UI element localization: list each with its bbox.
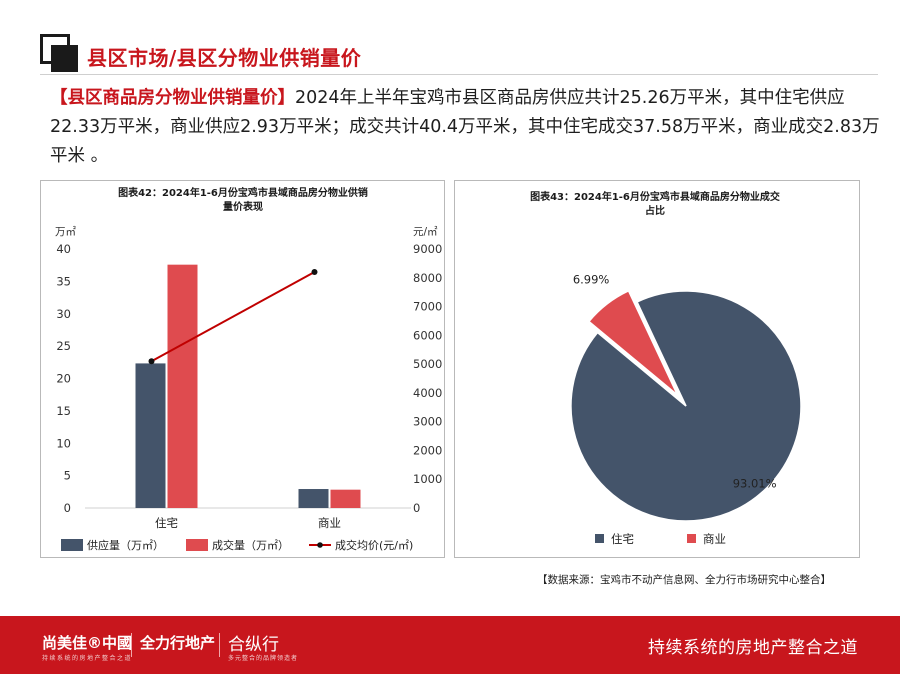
chart42-y2tick-label: 8000 bbox=[413, 271, 442, 285]
chart43-legend-label: 住宅 bbox=[611, 532, 634, 546]
footer-brand-hezongxing-sub: 多元整合的品牌领造者 bbox=[228, 655, 299, 662]
chart42-ytick-label: 15 bbox=[56, 404, 71, 418]
chart42-y2tick-label: 5000 bbox=[413, 357, 442, 371]
footer-bar: 尚美佳®中國 持续系统的房地产整合之道 全力行地产 合纵行 多元整合的品牌领造者… bbox=[0, 616, 900, 674]
chart43-data-label: 93.01% bbox=[733, 476, 777, 490]
summary-paragraph: 【县区商品房分物业供销量价】2024年上半年宝鸡市县区商品房供应共计25.26万… bbox=[50, 84, 880, 171]
chart42-legend-label: 供应量（万㎡） bbox=[87, 538, 164, 552]
chart42-bar-deal bbox=[330, 489, 361, 508]
chart42-legend-line-marker bbox=[317, 542, 323, 548]
title-square-fill-icon bbox=[51, 45, 78, 72]
footer-brand-hezongxing: 合纵行 bbox=[228, 635, 279, 655]
chart42-ytick-label: 35 bbox=[56, 274, 71, 288]
chart42-ytick-label: 5 bbox=[64, 469, 71, 483]
chart42-price-line bbox=[151, 271, 315, 363]
chart43-legend-swatch bbox=[595, 534, 604, 543]
title-divider bbox=[40, 74, 878, 75]
footer-brand-shangmeijia: 尚美佳®中國 bbox=[42, 634, 133, 652]
chart42-price-point bbox=[311, 269, 318, 276]
chart42-ytick-label: 25 bbox=[56, 339, 71, 353]
chart42-title-line1: 图表42：2024年1-6月份宝鸡市县域商品房分物业供销 bbox=[118, 186, 368, 199]
chart42-ytick-label: 30 bbox=[56, 307, 71, 321]
data-source-note: 【数据来源：宝鸡市不动产信息网、全力行市场研究中心整合】 bbox=[537, 574, 831, 586]
chart42-category-label: 住宅 bbox=[155, 516, 178, 530]
chart42-panel: 图表42：2024年1-6月份宝鸡市县域商品房分物业供销 量价表现 万㎡ 元/㎡… bbox=[40, 180, 445, 558]
chart43-title-line2: 占比 bbox=[645, 204, 665, 217]
summary-lead: 【县区商品房分物业供销量价】 bbox=[50, 88, 295, 108]
footer-brand-quanlixing: 全力行地产 bbox=[140, 634, 216, 652]
chart42-legend-label: 成交量（万㎡） bbox=[212, 538, 289, 552]
chart42-title-line2: 量价表现 bbox=[223, 200, 263, 213]
chart42-legend-swatch bbox=[186, 539, 208, 551]
chart42-y-unit: 万㎡ bbox=[55, 226, 76, 238]
footer-brand-shangmeijia-sub: 持续系统的房地产整合之道 bbox=[42, 655, 133, 662]
chart42-bar-deal bbox=[167, 264, 198, 508]
chart42-y2tick-label: 1000 bbox=[413, 472, 442, 486]
chart42-y2tick-label: 6000 bbox=[413, 328, 442, 342]
chart43-title-line1: 图表43：2024年1-6月份宝鸡市县域商品房分物业成交 bbox=[530, 190, 780, 203]
chart42-bar-supply bbox=[298, 489, 329, 508]
chart43-legend-label: 商业 bbox=[703, 532, 726, 546]
chart42-ytick-label: 20 bbox=[56, 372, 71, 386]
chart42-category-label: 商业 bbox=[318, 516, 341, 530]
chart42-legend-swatch bbox=[61, 539, 83, 551]
chart43-svg: 图表43：2024年1-6月份宝鸡市县域商品房分物业成交 占比 93.01% 6.… bbox=[530, 190, 802, 546]
chart42-y2tick-label: 0 bbox=[413, 501, 420, 515]
chart42-bar-supply bbox=[135, 363, 166, 508]
chart42-y2tick-label: 7000 bbox=[413, 300, 442, 314]
chart43-panel: 图表43：2024年1-6月份宝鸡市县域商品房分物业成交 占比 93.01% 6.… bbox=[454, 180, 860, 558]
chart42-y2-unit: 元/㎡ bbox=[413, 226, 438, 238]
chart42-svg: 图表42：2024年1-6月份宝鸡市县域商品房分物业供销 量价表现 万㎡ 元/㎡… bbox=[55, 186, 442, 552]
chart43-slice-residential bbox=[570, 290, 802, 522]
chart42-y2tick-label: 9000 bbox=[413, 242, 442, 256]
chart43-legend-swatch bbox=[687, 534, 696, 543]
chart42-y2tick-label: 2000 bbox=[413, 443, 442, 457]
footer-separator bbox=[219, 633, 220, 657]
chart43-data-label: 6.99% bbox=[573, 272, 610, 286]
page-title: 县区市场/县区分物业供销量价 bbox=[87, 46, 362, 70]
footer-separator bbox=[131, 633, 132, 657]
chart42-ytick-label: 10 bbox=[56, 436, 71, 450]
chart42-y2tick-label: 4000 bbox=[413, 386, 442, 400]
footer-slogan: 持续系统的房地产整合之道 bbox=[648, 638, 858, 658]
summary-text: 2024年上半年宝鸡市县区商品房供应共计25.26万平米，其中住宅供应22.33… bbox=[50, 88, 880, 166]
chart42-legend-label: 成交均价(元/㎡) bbox=[335, 538, 413, 552]
chart43-slice-commercial bbox=[587, 289, 679, 396]
chart42-ytick-label: 40 bbox=[56, 242, 71, 256]
chart42-price-point bbox=[148, 358, 155, 365]
chart42-y2tick-label: 3000 bbox=[413, 415, 442, 429]
chart42-ytick-label: 0 bbox=[64, 501, 71, 515]
